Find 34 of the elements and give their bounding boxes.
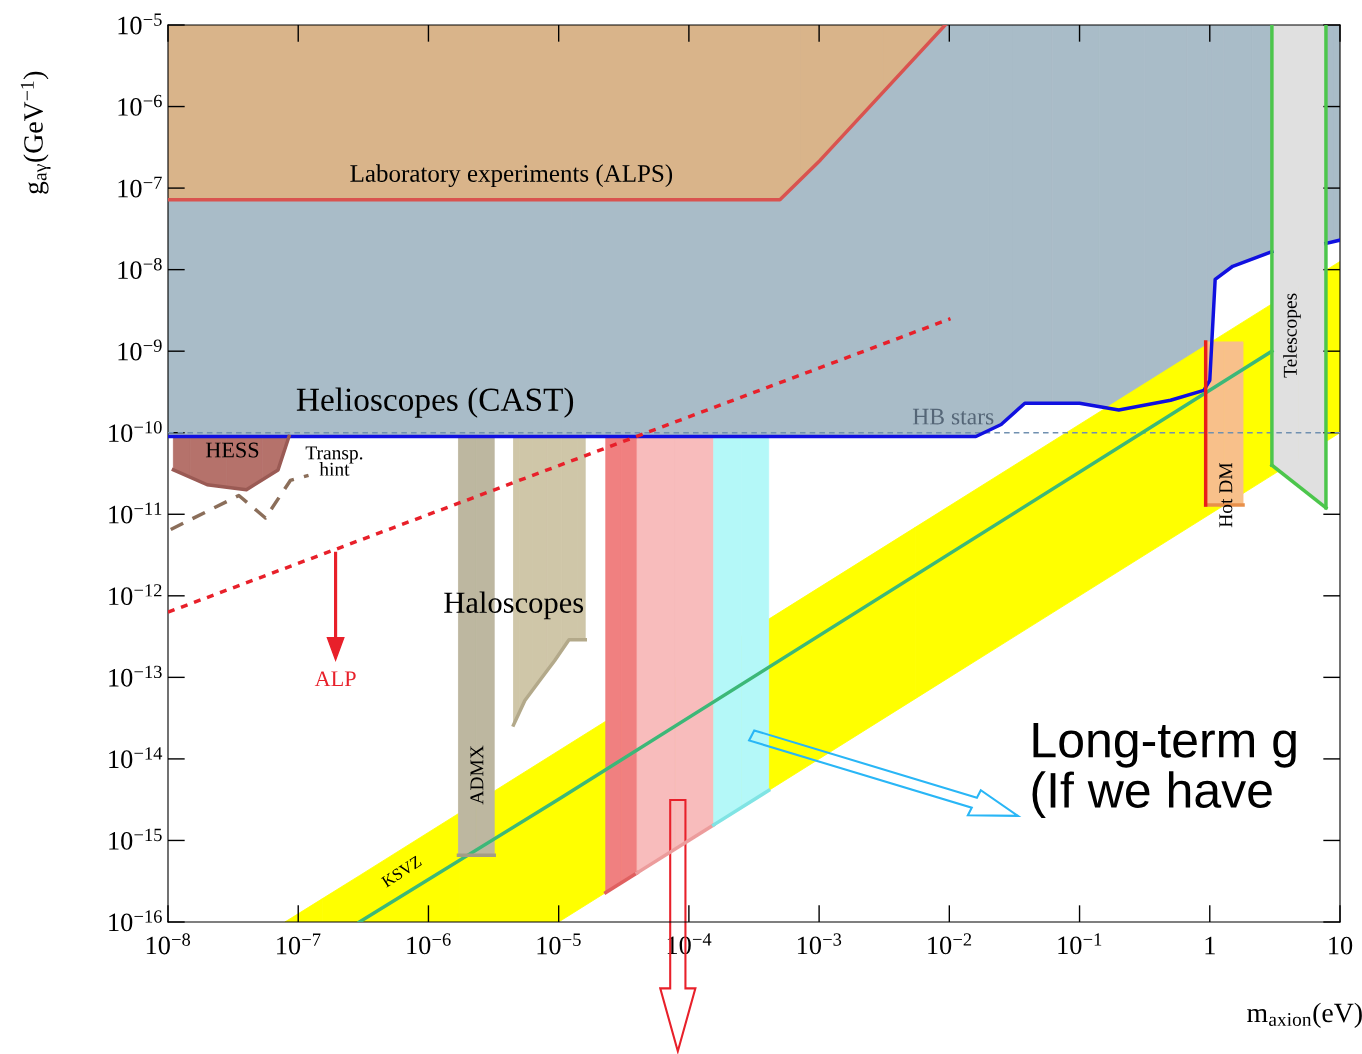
annotation: Long-term g (If we have — [1032, 722, 1296, 818]
x-tick-label: 10 — [1329, 936, 1353, 955]
y-tick-label: 10$^{−7}$ — [118, 176, 162, 198]
annotation: Hot DM — [1219, 462, 1233, 528]
x-tick-label: 10$^{−3}$ — [797, 933, 842, 955]
y-tick-label: 10$^{−11}$ — [109, 502, 162, 524]
y-tick-label: 10$^{−13}$ — [109, 665, 162, 687]
annotation: ALP — [314, 671, 356, 687]
y-tick-label: 10$^{−9}$ — [118, 339, 162, 361]
y-tick-label: 10$^{−12}$ — [109, 584, 162, 606]
y-tick-label: 10$^{−8}$ — [118, 257, 162, 279]
x-tick-label: 10$^{−2}$ — [928, 933, 972, 955]
x-tick-label: 10$^{−1}$ — [1058, 933, 1102, 955]
x-tick-label: 10$^{−7}$ — [277, 933, 321, 955]
x-tick-label: 10$^{−8}$ — [146, 933, 191, 955]
ref-line-label: HB stars — [912, 408, 994, 425]
x-axis-title: m$_{axion}$(eV) — [1247, 1002, 1362, 1028]
annotation: Haloscopes — [444, 591, 584, 620]
y-axis-title: g$_{aγ}$(GeV$^{−1}$) — [20, 71, 51, 194]
annotation: HESS — [205, 442, 259, 458]
x-tick-label: 1 — [1205, 936, 1215, 955]
annotation: Telescopes — [1283, 293, 1301, 378]
y-tick-label: 10$^{−5}$ — [118, 13, 162, 35]
x-tick-label: 10$^{−6}$ — [407, 933, 451, 955]
y-tick-label: 10$^{−16}$ — [109, 910, 162, 932]
annotation: ADMX — [470, 745, 484, 805]
y-tick-label: 10$^{−15}$ — [109, 828, 162, 850]
x-tick-label: 10$^{−5}$ — [537, 933, 581, 955]
y-tick-label: 10$^{−6}$ — [118, 94, 162, 116]
annotation: Helioscopes (CAST) — [296, 387, 574, 418]
y-tick-label: 10$^{−10}$ — [109, 421, 162, 443]
y-tick-label: 10$^{−14}$ — [109, 747, 163, 769]
annotation: Transp. hint — [305, 446, 363, 476]
annotation: Laboratory experiments (ALPS) — [350, 164, 673, 188]
